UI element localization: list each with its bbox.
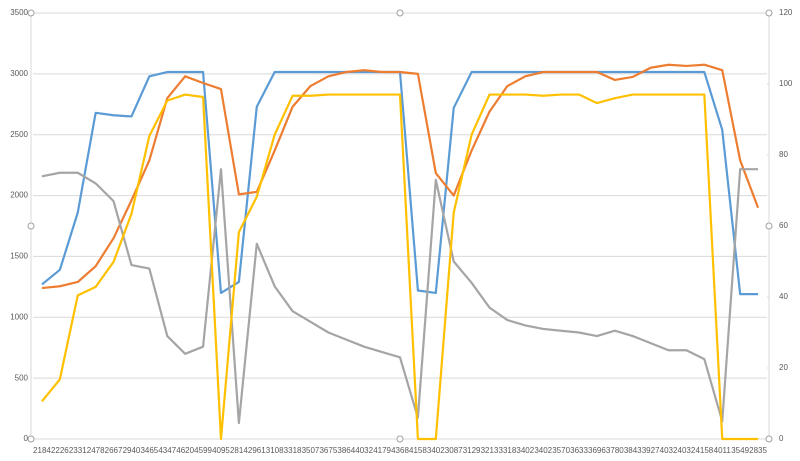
x-tick-label: 2478	[87, 446, 105, 455]
series-line	[41, 93, 759, 441]
y-tick-label: 3000	[10, 69, 28, 78]
x-tick-label: 4158	[409, 446, 427, 455]
selection-handles	[27, 9, 773, 443]
x-tick-label: 3549	[731, 446, 749, 455]
y2-tick-label: 40	[779, 292, 788, 301]
y-tick-label: 1500	[10, 252, 28, 261]
x-tick-label: 4095	[212, 446, 230, 455]
x-tick-label: 3318	[499, 446, 517, 455]
x-tick-label: 2667	[105, 446, 123, 455]
y2-tick-label: 120	[779, 8, 793, 17]
x-tick-label: 2961	[248, 446, 266, 455]
x-tick-label: 3129	[463, 446, 481, 455]
x-tick-label: 4179	[373, 446, 391, 455]
x-tick-label: 4368	[391, 446, 409, 455]
x-tick-label: 3507	[302, 446, 320, 455]
y-tick-label: 1000	[10, 312, 28, 321]
x-tick-label: 3780	[606, 446, 624, 455]
x-tick-label: 3108	[266, 446, 284, 455]
handle[interactable]	[765, 222, 773, 230]
x-tick-label: 4347	[158, 446, 176, 455]
x-tick-label: 4032	[355, 446, 373, 455]
y-tick-label: 500	[15, 373, 29, 382]
y2-tick-label: 0	[779, 434, 784, 443]
y-tick-label: 3500	[10, 8, 28, 17]
x-tick-label: 2814	[230, 446, 248, 455]
x-tick-label: 4599	[194, 446, 212, 455]
y-tick-label: 0	[24, 434, 29, 443]
x-tick-label: 2331	[69, 446, 87, 455]
handle[interactable]	[396, 435, 404, 443]
x-tick-label: 2940	[123, 446, 141, 455]
x-tick-label: 3318	[284, 446, 302, 455]
x-tick-label: 2226	[51, 446, 69, 455]
x-tick-label: 4158	[695, 446, 713, 455]
handle[interactable]	[27, 435, 35, 443]
x-tick-label: 4032	[660, 446, 678, 455]
handle[interactable]	[27, 9, 35, 17]
x-tick-label: 3402	[534, 446, 552, 455]
x-tick-label: 4620	[176, 446, 194, 455]
handle[interactable]	[396, 9, 404, 17]
x-tick-label: 3213	[481, 446, 499, 455]
handle[interactable]	[765, 9, 773, 17]
y2-tick-label: 60	[779, 221, 788, 230]
y2-tick-label: 80	[779, 150, 788, 159]
series-line	[41, 168, 759, 425]
x-tick-label: 3696	[588, 446, 606, 455]
handle[interactable]	[765, 435, 773, 443]
x-tick-label: 3864	[337, 446, 355, 455]
x-tick-label: 3087	[445, 446, 463, 455]
x-tick-label: 3843	[624, 446, 642, 455]
x-tick-label: 3633	[570, 446, 588, 455]
x-tick-label: 4011	[714, 446, 732, 455]
y2-tick-label: 100	[779, 79, 793, 88]
y-tick-label: 2000	[10, 191, 28, 200]
x-tick-label: 3402	[427, 446, 445, 455]
x-tick-label: 3927	[642, 446, 660, 455]
x-tick-label: 2835	[749, 446, 767, 455]
x-tick-label: 3402	[516, 446, 534, 455]
x-tick-label: 2184	[33, 446, 51, 455]
x-tick-label: 3675	[319, 446, 337, 455]
x-tick-label: 3570	[552, 446, 570, 455]
y2-tick-label: 20	[779, 363, 788, 372]
x-tick-label: 4032	[678, 446, 696, 455]
series-line	[41, 63, 760, 290]
y-tick-label: 2500	[10, 130, 28, 139]
x-tick-label: 3465	[140, 446, 158, 455]
handle[interactable]	[27, 222, 35, 230]
